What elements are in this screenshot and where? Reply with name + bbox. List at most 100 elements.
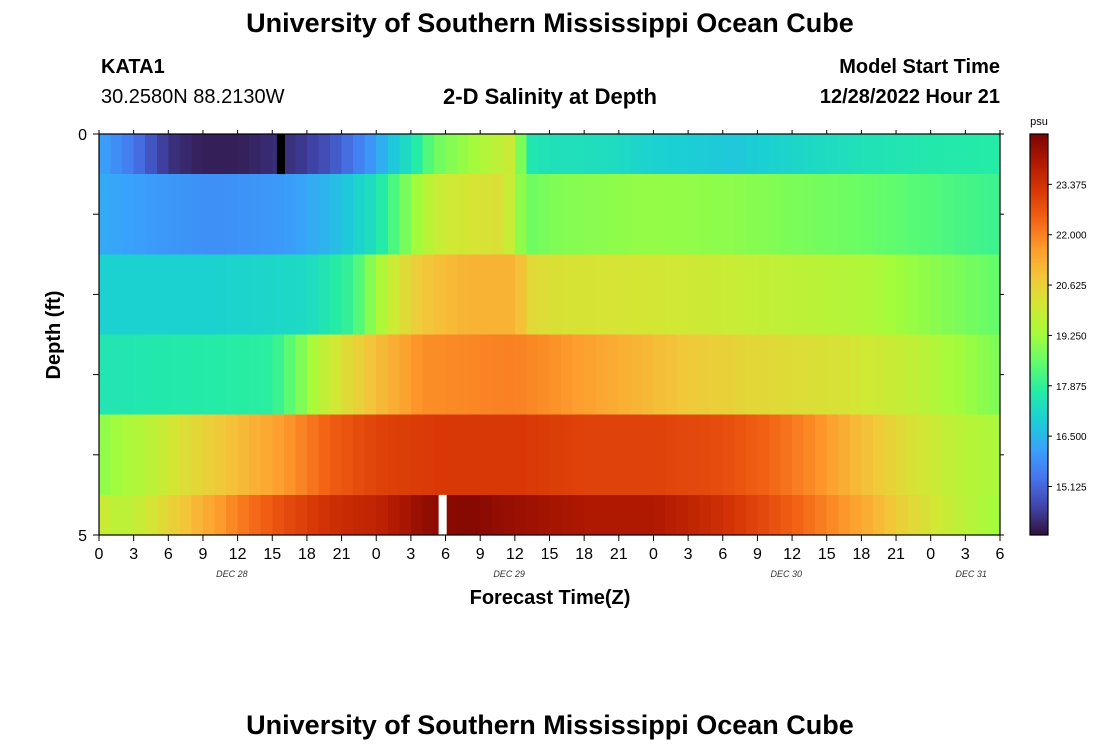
heatmap-cell bbox=[272, 254, 285, 335]
heatmap-cell bbox=[630, 254, 643, 335]
heatmap-cell bbox=[757, 414, 770, 495]
heatmap-cell bbox=[896, 174, 909, 255]
heatmap-cell bbox=[364, 494, 377, 535]
heatmap-cell bbox=[872, 494, 886, 535]
heatmap-cell bbox=[734, 334, 747, 415]
date-label: DEC 28 bbox=[216, 569, 248, 579]
heatmap-cell bbox=[849, 174, 862, 255]
heatmap-cell bbox=[491, 254, 504, 335]
heatmap-cell bbox=[699, 254, 712, 335]
heatmap-cell bbox=[861, 494, 874, 535]
heatmap-cell bbox=[514, 254, 527, 335]
heatmap-cell bbox=[861, 414, 874, 495]
heatmap-cell bbox=[514, 134, 527, 175]
heatmap-cell bbox=[930, 414, 943, 495]
heatmap-cell bbox=[826, 254, 839, 335]
heatmap-cell bbox=[907, 334, 920, 415]
heatmap-cell bbox=[815, 334, 828, 415]
colorbar-tick-label: 17.875 bbox=[1056, 382, 1087, 393]
heatmap-cell bbox=[803, 334, 816, 415]
heatmap-cell bbox=[249, 134, 262, 175]
heatmap-cell bbox=[295, 494, 308, 535]
model-start-label: Model Start Time bbox=[839, 56, 1000, 78]
x-tick-label: 21 bbox=[887, 546, 905, 563]
heatmap-cell bbox=[676, 174, 689, 255]
date-label: DEC 29 bbox=[493, 569, 525, 579]
heatmap-cell bbox=[237, 254, 250, 335]
heatmap-cell bbox=[907, 174, 920, 255]
heatmap-cell bbox=[953, 414, 966, 495]
heatmap-cell bbox=[768, 134, 782, 175]
heatmap-cell bbox=[376, 174, 389, 255]
heatmap-cell bbox=[526, 174, 539, 255]
heatmap-cell bbox=[768, 174, 782, 255]
x-tick-label: 6 bbox=[718, 546, 727, 563]
x-tick-label: 3 bbox=[684, 546, 693, 563]
heatmap-cell bbox=[99, 334, 112, 415]
page-title-repeat: University of Southern Mississippi Ocean… bbox=[246, 710, 854, 740]
heatmap-cell bbox=[965, 414, 978, 495]
heatmap-cell bbox=[872, 134, 886, 175]
heatmap-cell bbox=[699, 134, 712, 175]
heatmap-cell bbox=[722, 174, 735, 255]
heatmap-cell bbox=[976, 334, 990, 415]
heatmap-cell bbox=[330, 174, 343, 255]
heatmap-cell bbox=[792, 494, 805, 535]
colorbar-tick-label: 20.625 bbox=[1056, 281, 1087, 292]
heatmap-cell bbox=[214, 174, 227, 255]
heatmap-cell bbox=[295, 134, 308, 175]
heatmap-cell bbox=[607, 254, 620, 335]
chart-subtitle: 2-D Salinity at Depth bbox=[443, 84, 657, 109]
heatmap-cell bbox=[226, 494, 239, 535]
heatmap-cell bbox=[295, 174, 308, 255]
heatmap-cell bbox=[191, 254, 204, 335]
heatmap-cell bbox=[699, 494, 712, 535]
x-tick-label: 0 bbox=[372, 546, 381, 563]
heatmap-cell bbox=[168, 134, 181, 175]
heatmap-cell bbox=[607, 134, 620, 175]
heatmap-cell bbox=[988, 174, 1001, 255]
heatmap-cell bbox=[226, 334, 239, 415]
heatmap-cell bbox=[722, 134, 735, 175]
heatmap-cell bbox=[133, 414, 146, 495]
heatmap-cell bbox=[503, 414, 516, 495]
heatmap-cell bbox=[191, 494, 204, 535]
heatmap-cell bbox=[99, 174, 112, 255]
heatmap-cell bbox=[953, 254, 966, 335]
heatmap-cell bbox=[722, 414, 735, 495]
heatmap-cell bbox=[376, 254, 389, 335]
heatmap-cell bbox=[549, 134, 562, 175]
page-title: University of Southern Mississippi Ocean… bbox=[246, 8, 854, 38]
heatmap-cell bbox=[156, 134, 169, 175]
heatmap-cell bbox=[341, 134, 354, 175]
heatmap-cell bbox=[976, 494, 990, 535]
heatmap-cell bbox=[433, 174, 447, 255]
heatmap-cell bbox=[572, 334, 585, 415]
heatmap-cell bbox=[826, 334, 839, 415]
heatmap-cell bbox=[965, 494, 978, 535]
heatmap-cell bbox=[965, 174, 978, 255]
x-tick-label: 18 bbox=[852, 546, 870, 563]
heatmap-cell bbox=[480, 334, 493, 415]
heatmap-cell bbox=[826, 134, 839, 175]
heatmap-cell bbox=[99, 494, 112, 535]
heatmap-cell bbox=[584, 174, 597, 255]
heatmap-cell bbox=[526, 254, 539, 335]
heatmap-cell bbox=[722, 254, 735, 335]
heatmap-cell bbox=[353, 334, 366, 415]
heatmap-cell bbox=[549, 414, 562, 495]
heatmap-cell bbox=[665, 494, 678, 535]
x-tick-label: 12 bbox=[229, 546, 247, 563]
heatmap-cell bbox=[953, 334, 966, 415]
heatmap-cell bbox=[226, 254, 239, 335]
heatmap-cell bbox=[110, 494, 123, 535]
heatmap-cell bbox=[445, 334, 458, 415]
heatmap-cell bbox=[838, 174, 851, 255]
x-tick-label: 12 bbox=[783, 546, 801, 563]
heatmap-cell bbox=[838, 414, 851, 495]
heatmap-cell bbox=[942, 254, 955, 335]
heatmap-cell bbox=[202, 414, 216, 495]
heatmap-cell bbox=[249, 334, 262, 415]
heatmap-cell bbox=[468, 254, 481, 335]
heatmap-cell bbox=[838, 254, 851, 335]
